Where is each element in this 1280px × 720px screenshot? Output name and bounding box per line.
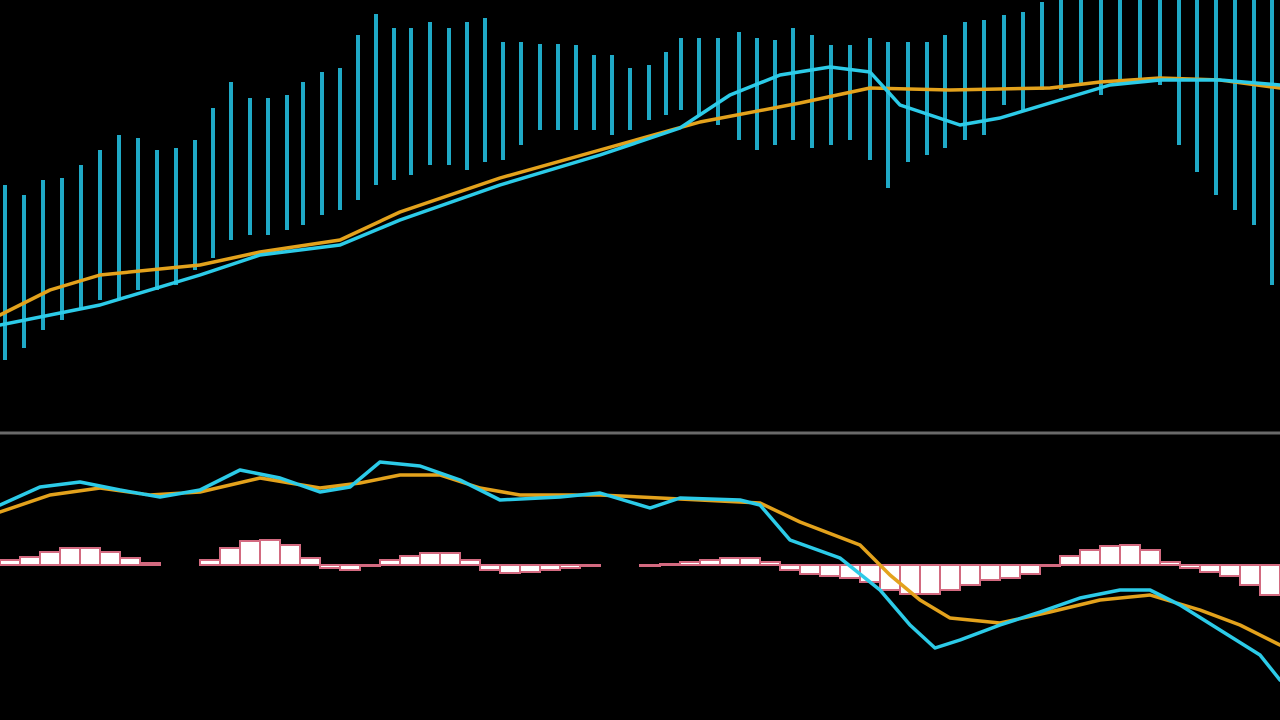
- histogram-bar: [119, 557, 141, 566]
- histogram-bar: [559, 564, 581, 569]
- histogram-bar: [1219, 564, 1241, 577]
- histogram-bar: [659, 563, 681, 566]
- histogram-bar: [579, 564, 601, 567]
- histogram-bar: [299, 557, 321, 566]
- histogram-bar: [1239, 564, 1261, 586]
- histogram-bar: [819, 564, 841, 577]
- histogram-bar: [479, 564, 501, 571]
- histogram-bar: [19, 556, 41, 566]
- histogram-bar: [779, 564, 801, 571]
- histogram-bar: [639, 564, 661, 567]
- histogram-bar: [1059, 555, 1081, 566]
- histogram-bar: [259, 539, 281, 566]
- histogram-bar: [1039, 564, 1061, 567]
- histogram-bar: [439, 552, 461, 566]
- histogram-bar: [79, 547, 101, 566]
- line: [0, 76, 1280, 317]
- histogram-bar: [379, 559, 401, 566]
- histogram-bar: [519, 564, 541, 573]
- histogram-bar: [759, 561, 781, 566]
- histogram-bar: [59, 547, 81, 566]
- histogram-bar: [699, 559, 721, 566]
- histogram-bar: [139, 562, 161, 566]
- histogram-bar: [999, 564, 1021, 579]
- histogram-bar: [1099, 545, 1121, 566]
- histogram-bar: [199, 559, 221, 566]
- histogram-bar: [979, 564, 1001, 581]
- histogram-bar: [279, 544, 301, 566]
- histogram-bar: [399, 555, 421, 566]
- histogram-bar: [339, 564, 361, 571]
- histogram-bar: [1139, 549, 1161, 566]
- histogram-bar: [739, 557, 761, 566]
- histogram-bar: [939, 564, 961, 591]
- histogram-bar: [1119, 544, 1141, 566]
- histogram-bar: [919, 564, 941, 595]
- histogram-bar: [1199, 564, 1221, 573]
- histogram-bar: [859, 564, 881, 583]
- histogram-bar: [959, 564, 981, 586]
- histogram-bar: [319, 564, 341, 569]
- histogram-bar: [0, 559, 21, 566]
- histogram-bar: [539, 564, 561, 571]
- histogram-bar: [1159, 561, 1181, 566]
- histogram-bar: [1019, 564, 1041, 575]
- histogram-bar: [1079, 549, 1101, 566]
- histogram-bar: [39, 551, 61, 566]
- histogram-bar: [219, 547, 241, 566]
- histogram-bar: [359, 564, 381, 567]
- histogram-bar: [1179, 564, 1201, 569]
- line: [0, 65, 1280, 327]
- histogram-bar: [99, 551, 121, 566]
- histogram-bar: [719, 557, 741, 566]
- line: [0, 460, 1280, 682]
- histogram-bar: [1259, 564, 1280, 596]
- histogram-bar: [679, 561, 701, 566]
- histogram-bar: [239, 540, 261, 566]
- histogram-bar: [799, 564, 821, 575]
- histogram-bar: [459, 559, 481, 566]
- histogram-bar: [499, 564, 521, 574]
- histogram-bar: [419, 552, 441, 566]
